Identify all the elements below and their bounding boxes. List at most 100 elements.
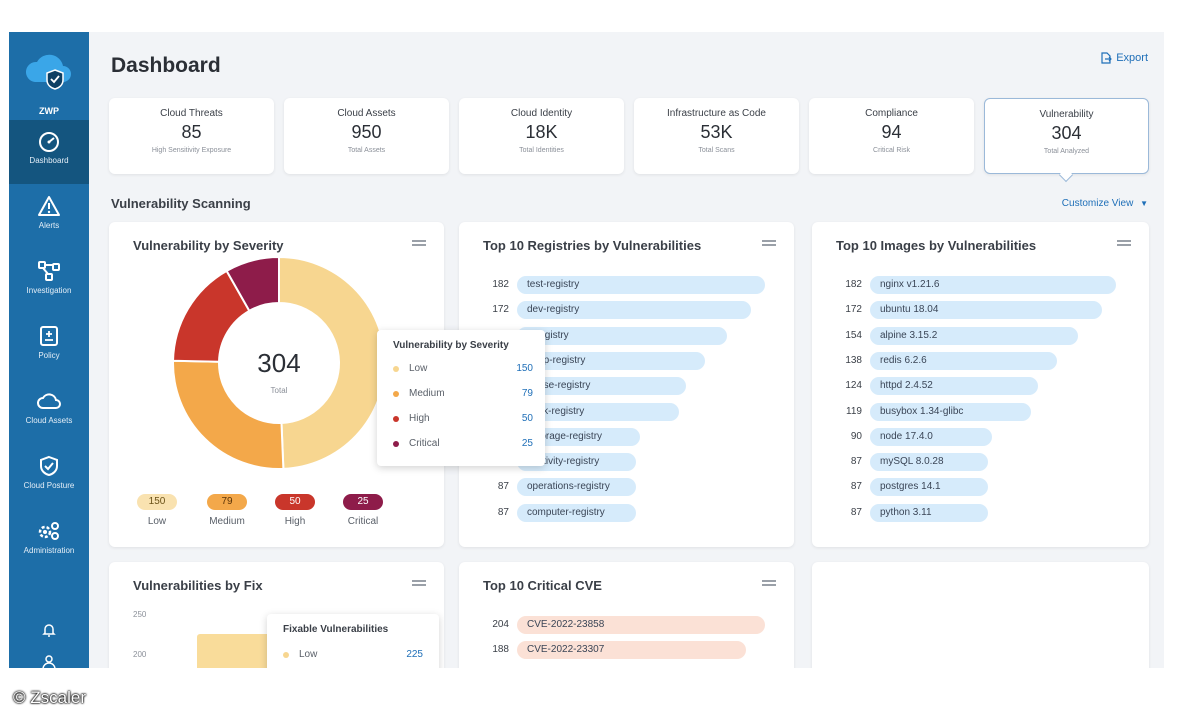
customize-view-dropdown[interactable]: Customize View ▼	[1062, 198, 1148, 209]
brand-name: ZWP	[39, 106, 59, 116]
bar[interactable]: dev-registry	[517, 301, 751, 320]
bar-value: 182	[492, 279, 509, 290]
legend-dot-low	[393, 366, 399, 372]
stat-subtitle: Total Analyzed	[1043, 148, 1090, 155]
bar[interactable]: node 17.4.0	[870, 427, 992, 446]
stat-value: 18K	[525, 122, 558, 142]
tooltip-label: Medium	[409, 388, 445, 399]
legend-dot-critical	[393, 441, 399, 447]
tooltip-value: 79	[521, 388, 533, 399]
sidebar-item-policy[interactable]: Policy	[9, 315, 89, 379]
bar[interactable]: python 3.11	[870, 503, 988, 522]
bar[interactable]: test-registry	[517, 276, 765, 294]
bar[interactable]: ubuntu 18.04	[870, 301, 1102, 320]
bar-value: 87	[850, 456, 862, 468]
bar-value: 90	[850, 430, 862, 442]
bar[interactable]: astorage-registry	[517, 427, 640, 446]
bar[interactable]: bapp-registry	[517, 351, 705, 370]
bar[interactable]: d-registry	[517, 326, 727, 345]
bar-label: abase-registry	[527, 380, 591, 392]
severity-tooltip: Vulnerability by Severity Low 150 Medium…	[377, 330, 545, 466]
sidebar-item-dashboard[interactable]: Dashboard	[9, 120, 89, 184]
panel-vulnerability-by-severity: Vulnerability by Severity 304 Total 150 …	[109, 222, 444, 547]
page-title: Dashboard	[111, 54, 221, 77]
stat-subtitle: High Sensitivity Exposure	[151, 147, 232, 154]
bar[interactable]: CVE-2022-23307	[517, 641, 746, 660]
tooltip-row-critical: Critical 25	[393, 437, 533, 453]
brand-logo[interactable]: ZWP	[9, 40, 89, 120]
donut-slice-medium[interactable]	[172, 359, 285, 470]
panel-title: Vulnerability by Severity	[133, 238, 284, 253]
user-icon[interactable]	[41, 654, 57, 668]
panel-menu-icon[interactable]	[762, 580, 776, 588]
bar[interactable]: operations-registry	[517, 478, 636, 497]
warning-icon	[38, 196, 60, 216]
pill-label-low: Low	[147, 516, 167, 527]
bar-label: astorage-registry	[527, 430, 603, 442]
stat-card-cloud-threats[interactable]: Cloud Threats 85 High Sensitivity Exposu…	[109, 98, 274, 174]
bar[interactable]: mySQL 8.0.28	[870, 453, 988, 472]
stat-card-compliance[interactable]: Compliance 94 Critical Risk	[809, 98, 974, 174]
stat-card-vulnerability[interactable]: Vulnerability 304 Total Analyzed	[984, 98, 1149, 174]
pill-medium[interactable]: 79	[207, 494, 247, 510]
bar[interactable]: CVE-2022-23858	[517, 616, 765, 634]
pill-critical[interactable]: 25	[343, 494, 383, 510]
pill-low[interactable]: 150	[137, 494, 177, 510]
sidebar-item-investigation[interactable]: Investigation	[9, 250, 89, 314]
bar[interactable]: abase-registry	[517, 377, 686, 396]
fix-tooltip: Fixable Vulnerabilities Low 225	[267, 614, 439, 668]
bar[interactable]: alpine 3.15.2	[870, 326, 1078, 345]
tooltip-row-high: High 50	[393, 412, 533, 428]
legend-dot-medium	[393, 391, 399, 397]
panel-menu-icon[interactable]	[762, 240, 776, 248]
donut-total-label: Total	[270, 386, 288, 395]
bar[interactable]: work-registry	[517, 402, 679, 421]
severity-donut-chart	[172, 255, 386, 470]
bar[interactable]: computer-registry	[517, 503, 636, 522]
panel-menu-icon[interactable]	[1117, 240, 1131, 248]
donut-slice-low[interactable]	[278, 255, 386, 470]
y-tick-label: 250	[133, 610, 147, 619]
cloud-icon	[37, 393, 61, 409]
sidebar-item-alerts[interactable]: Alerts	[9, 185, 89, 249]
sidebar-item-administration[interactable]: Administration	[9, 510, 89, 574]
panel-menu-icon[interactable]	[412, 580, 426, 588]
sidebar-item-cloud-assets[interactable]: Cloud Assets	[9, 380, 89, 444]
pill-high[interactable]: 50	[275, 494, 315, 510]
bar-label: nginx v1.21.6	[880, 279, 940, 290]
stat-card-cloud-assets[interactable]: Cloud Assets 950 Total Assets	[284, 98, 449, 174]
stat-card-infrastructure-as-code[interactable]: Infrastructure as Code 53K Total Scans	[634, 98, 799, 174]
sidebar-item-cloud-posture[interactable]: Cloud Posture	[9, 445, 89, 509]
gauge-icon	[39, 132, 59, 152]
bar-value: 124	[845, 380, 862, 392]
stat-card-cloud-identity[interactable]: Cloud Identity 18K Total Identities	[459, 98, 624, 174]
shield-check-icon	[40, 455, 58, 477]
panel-title: Top 10 Critical CVE	[483, 578, 602, 593]
bar-value: 87	[850, 481, 862, 493]
tooltip-value: 225	[406, 649, 423, 660]
bar[interactable]: redis 6.2.6	[870, 351, 1057, 370]
bar-label: python 3.11	[880, 506, 932, 518]
bar-label: alpine 3.15.2	[880, 329, 938, 341]
tooltip-label: High	[409, 413, 430, 424]
panel-menu-icon[interactable]	[412, 240, 426, 248]
bar[interactable]: nectivity-registry	[517, 453, 636, 472]
bar[interactable]: nginx v1.21.6	[870, 276, 1116, 294]
stat-subtitle: Critical Risk	[873, 147, 910, 154]
bar-label: test-registry	[527, 279, 580, 290]
app-window: ZWP Dashboard Alerts Investigation Polic…	[9, 32, 1164, 668]
sidebar-item-label: Dashboard	[29, 156, 69, 165]
donut-slice-critical[interactable]	[225, 255, 280, 313]
tooltip-row-low: Low 225	[283, 648, 423, 664]
bar-fixable[interactable]	[197, 634, 277, 668]
stat-subtitle: Total Assets	[347, 147, 386, 154]
bar[interactable]: busybox 1.34-glibc	[870, 402, 1031, 421]
panel-top-images: Top 10 Images by Vulnerabilities 182 ngin…	[812, 222, 1149, 547]
cloud-shield-icon	[25, 54, 71, 90]
export-button[interactable]: Export	[1100, 52, 1148, 64]
bar[interactable]: httpd 2.4.52	[870, 377, 1038, 396]
tooltip-label: Low	[409, 363, 428, 374]
bar[interactable]: postgres 14.1	[870, 478, 988, 497]
sidebar-item-label: Administration	[23, 546, 75, 555]
bell-icon[interactable]	[41, 622, 57, 638]
